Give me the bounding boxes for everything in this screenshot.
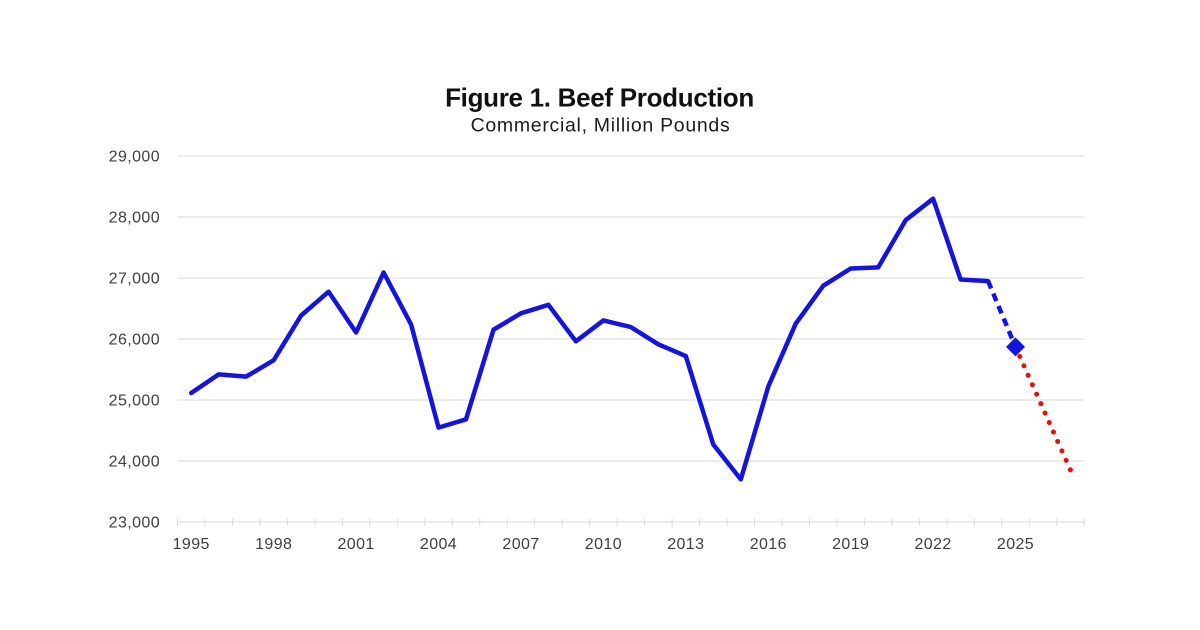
svg-text:1995: 1995 — [173, 536, 210, 553]
svg-text:2025: 2025 — [997, 536, 1034, 553]
svg-text:2001: 2001 — [337, 536, 374, 553]
svg-text:2022: 2022 — [914, 536, 951, 553]
svg-text:27,000: 27,000 — [109, 271, 160, 288]
svg-text:Figure 1. Beef Production: Figure 1. Beef Production — [445, 83, 754, 113]
svg-text:29,000: 29,000 — [109, 149, 160, 166]
svg-text:2007: 2007 — [502, 536, 539, 553]
svg-text:23,000: 23,000 — [109, 515, 160, 532]
svg-text:2019: 2019 — [832, 536, 869, 553]
svg-text:1998: 1998 — [255, 536, 292, 553]
svg-text:2016: 2016 — [750, 536, 787, 553]
svg-text:2004: 2004 — [420, 536, 457, 553]
svg-text:Commercial, Million Pounds: Commercial, Million Pounds — [471, 115, 731, 137]
svg-text:28,000: 28,000 — [109, 210, 160, 227]
svg-text:2010: 2010 — [585, 536, 622, 553]
svg-text:24,000: 24,000 — [109, 454, 160, 471]
svg-text:2013: 2013 — [667, 536, 704, 553]
svg-text:26,000: 26,000 — [109, 332, 160, 349]
svg-text:25,000: 25,000 — [109, 393, 160, 410]
